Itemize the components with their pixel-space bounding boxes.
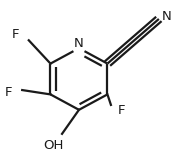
Text: OH: OH	[43, 139, 64, 152]
Text: F: F	[118, 104, 126, 117]
Text: N: N	[74, 37, 84, 50]
Text: N: N	[161, 10, 171, 23]
Text: F: F	[11, 28, 19, 41]
Text: F: F	[4, 86, 12, 99]
